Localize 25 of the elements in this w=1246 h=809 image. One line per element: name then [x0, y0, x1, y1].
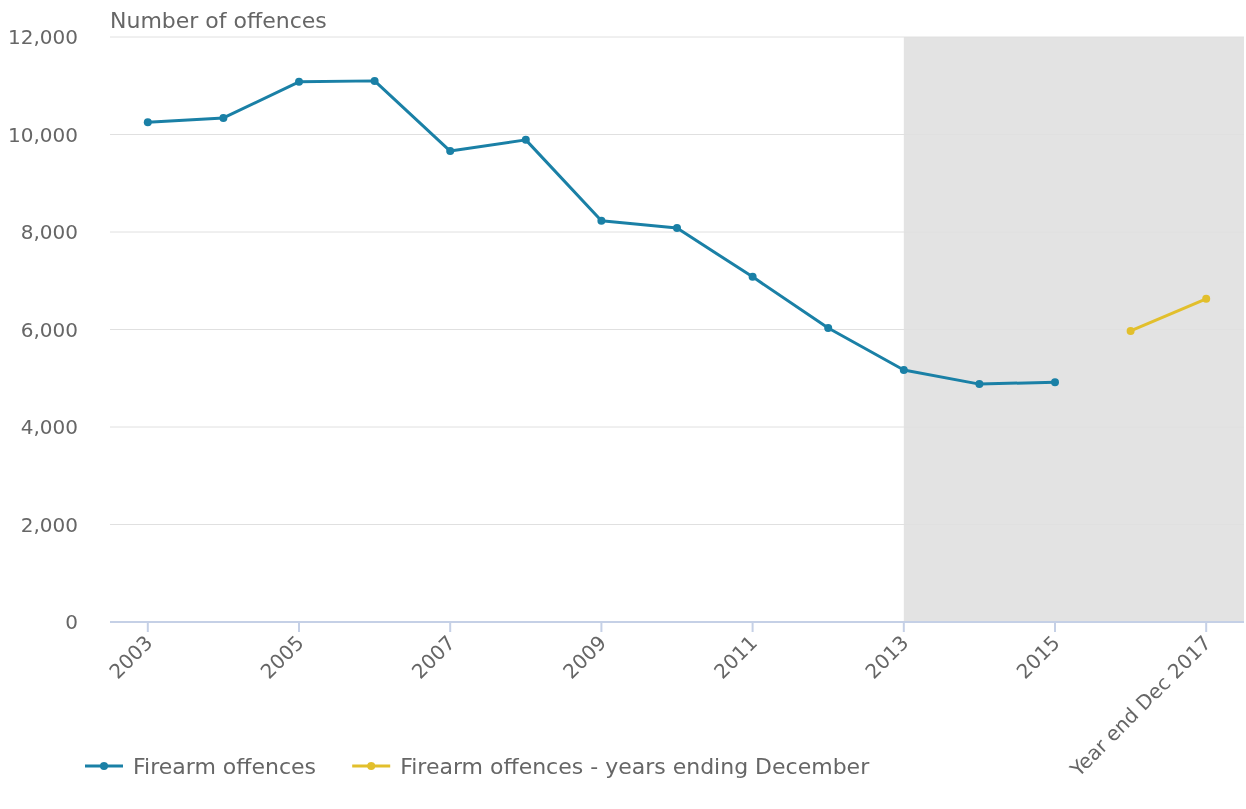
point: [748, 272, 757, 281]
point: [446, 147, 455, 156]
point: [1126, 326, 1135, 335]
y-tick-label: 2,000: [20, 512, 78, 537]
y-axis-title: Number of offences: [110, 8, 327, 33]
point: [824, 324, 833, 333]
point: [1202, 294, 1211, 303]
point: [521, 135, 530, 144]
y-tick-label: 10,000: [8, 122, 78, 147]
point: [597, 216, 606, 225]
y-tick-label: 8,000: [20, 220, 78, 244]
point: [975, 380, 984, 389]
point: [1051, 378, 1059, 387]
legend-label: Firearm offences: [133, 753, 317, 779]
legend-label: Firearm offences - years ending December: [400, 753, 871, 779]
y-tick-label: 6,000: [20, 317, 78, 342]
point: [219, 113, 228, 122]
y-tick-label: 4,000: [20, 415, 78, 439]
y-tick-label: 0: [65, 610, 78, 634]
point: [370, 76, 379, 85]
point: [143, 118, 152, 127]
point: [295, 77, 303, 86]
point: [899, 365, 908, 374]
point: [673, 224, 681, 233]
y-tick-label: 12,000: [8, 25, 78, 49]
